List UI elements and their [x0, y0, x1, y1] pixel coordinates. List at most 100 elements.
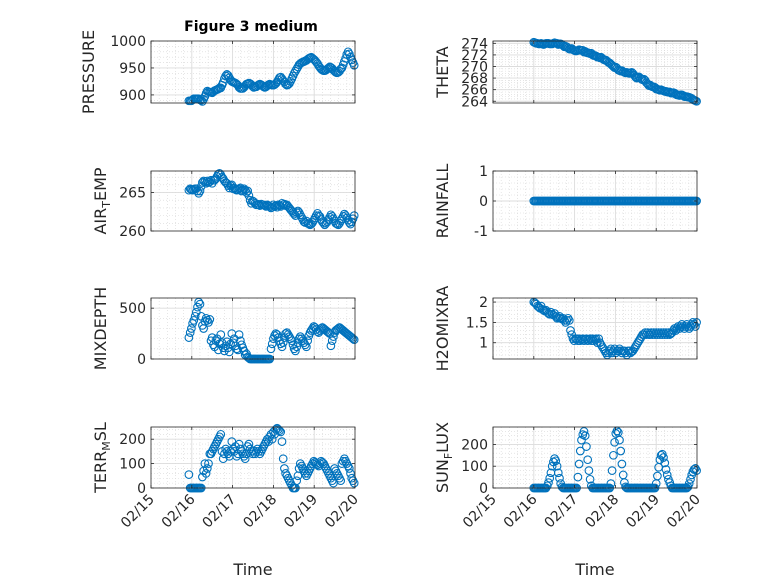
- data-point: [204, 459, 213, 468]
- data-point: [343, 47, 353, 57]
- data-point: [187, 185, 196, 194]
- data-point: [348, 334, 358, 344]
- data-point: [562, 316, 572, 325]
- subplot-mixdepth: 0 500 MIXDEPTH: [91, 287, 359, 370]
- data-point: [278, 338, 288, 348]
- y-tick-label: 270: [461, 59, 488, 75]
- data-point: [349, 478, 359, 488]
- data-point: [684, 479, 694, 488]
- axes-frame: [150, 40, 356, 104]
- data-point: [273, 75, 283, 85]
- data-point: [609, 450, 618, 460]
- y-axis-label: PRESSURE: [79, 30, 98, 114]
- data-point: [329, 332, 338, 341]
- data-point: [662, 330, 672, 339]
- data-point: [617, 459, 627, 469]
- data-point: [289, 68, 299, 78]
- data-point: [284, 79, 294, 88]
- data-point: [184, 470, 194, 479]
- data-point: [198, 97, 207, 106]
- data-point: [594, 334, 604, 344]
- data-point: [286, 334, 295, 344]
- data-point: [349, 335, 359, 345]
- axes-frame: [492, 40, 698, 104]
- figure-title: Figure 3 medium: [184, 19, 318, 35]
- data-point: [575, 446, 585, 456]
- data-point: [330, 66, 339, 76]
- data-point: [195, 186, 205, 196]
- data-point: [218, 454, 228, 464]
- data-point: [574, 459, 584, 469]
- y-tick-label: 1: [479, 336, 488, 352]
- data-point: [273, 425, 283, 434]
- data-point: [579, 427, 589, 436]
- y-axis-label: AIRTEMP: [91, 167, 113, 234]
- data-point: [564, 316, 574, 325]
- data-point: [205, 315, 215, 324]
- data-point: [553, 468, 563, 478]
- y-axis-label: MIXDEPTH: [91, 287, 110, 370]
- y-tick-label: 500: [119, 301, 146, 317]
- data-point: [349, 60, 359, 70]
- data-markers: [184, 47, 359, 106]
- data-point: [545, 309, 555, 319]
- data-point: [550, 454, 559, 463]
- data-point: [213, 345, 223, 355]
- data-point: [660, 458, 670, 468]
- y-axis-label: RAINFALL: [433, 164, 452, 239]
- axes-frame: [492, 426, 698, 489]
- data-point: [552, 461, 562, 471]
- data-point: [234, 184, 244, 194]
- data-point: [187, 324, 196, 333]
- subplot-air-temp: 260 265 AIRTEMP: [91, 167, 359, 240]
- data-point: [551, 456, 561, 466]
- data-point: [302, 342, 311, 352]
- data-point: [259, 200, 268, 210]
- subplot-pressure: 900 950 1000 PRESSURE: [79, 30, 359, 114]
- data-point: [580, 431, 590, 441]
- data-point: [331, 218, 341, 228]
- data-point: [201, 469, 211, 478]
- data-point: [189, 316, 199, 325]
- data-point: [686, 474, 695, 484]
- data-point: [200, 459, 210, 468]
- data-point: [276, 427, 286, 437]
- data-point: [544, 478, 553, 487]
- data-point: [289, 344, 299, 354]
- data-markers: [529, 426, 701, 493]
- data-point: [292, 476, 302, 486]
- y-tick-label: 0: [479, 481, 488, 497]
- data-point: [661, 465, 671, 474]
- y-tick-label: 266: [461, 83, 488, 99]
- axes-frame: [150, 297, 356, 360]
- data-markers: [529, 37, 701, 106]
- data-point: [691, 464, 700, 473]
- data-point: [277, 437, 287, 446]
- data-markers: [184, 168, 359, 230]
- data-point: [326, 341, 336, 351]
- y-tick-label: 100: [461, 459, 488, 475]
- data-point: [573, 472, 583, 482]
- subplot-rainfall: -1 0 1 RAINFALL: [433, 164, 701, 240]
- data-markers: [529, 196, 701, 206]
- data-point: [240, 454, 250, 464]
- data-point: [555, 473, 564, 483]
- data-point: [692, 196, 701, 206]
- data-point: [659, 453, 668, 462]
- y-tick-label: 264: [461, 94, 488, 110]
- data-point: [566, 326, 575, 335]
- data-point: [692, 466, 701, 475]
- x-axis-label: Time: [574, 560, 614, 579]
- y-tick-label: 272: [461, 48, 488, 64]
- axes-frame: [150, 426, 356, 489]
- data-point: [294, 464, 304, 473]
- data-point: [266, 344, 276, 354]
- subplot-h2omixra: 1 1.5 2 H2OMIXRA: [433, 286, 701, 371]
- data-point: [327, 336, 337, 346]
- y-axis-label: THETA: [433, 46, 452, 98]
- data-point: [347, 333, 357, 342]
- y-tick-label: -1: [474, 224, 488, 240]
